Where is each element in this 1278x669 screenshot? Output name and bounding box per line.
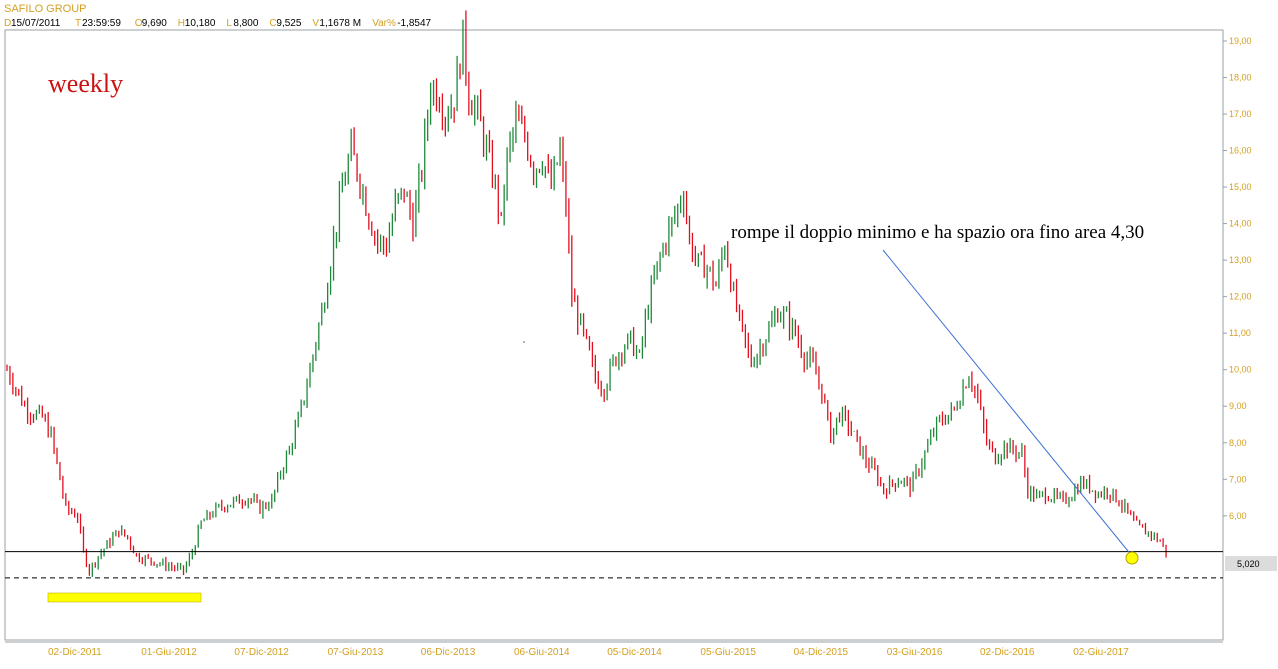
y-tick-label: 12,00 <box>1229 292 1252 302</box>
header-field-value: 9,525 <box>276 18 301 29</box>
x-tick-label: 02-Giu-2017 <box>1073 647 1129 658</box>
header-field-value: 23:59:59 <box>82 18 121 29</box>
last-price-label: 5,020 <box>1237 559 1260 569</box>
y-tick-label: 6,00 <box>1229 511 1247 521</box>
double-bottom-highlight <box>47 592 202 603</box>
x-axis-ticks: 02-Dic-2011 01-Giu-2012 07-Dic-2012 07-Giu-… <box>48 647 1129 658</box>
x-tick-label: 06-Giu-2014 <box>514 647 570 658</box>
chart-title: SAFILO GROUP <box>4 3 87 15</box>
header-field-value: 8,800 <box>233 18 258 29</box>
candles-group <box>6 10 1167 577</box>
header-field-label: L <box>226 18 232 29</box>
header-field-label: H <box>178 18 185 29</box>
plot-frame <box>4 29 1224 641</box>
header-field-value: 10,180 <box>185 18 216 29</box>
interval-label: weekly <box>48 69 123 98</box>
header-field-label: Var% <box>372 18 396 29</box>
header-field-value: 9,690 <box>142 18 167 29</box>
header-field-value: -1,8547 <box>397 18 431 29</box>
x-tick-label: 07-Dic-2012 <box>234 647 289 658</box>
x-tick-label: 01-Giu-2012 <box>141 647 197 658</box>
header-field-label: T <box>75 18 81 29</box>
header-field-label: V <box>312 18 319 29</box>
y-tick-label: 11,00 <box>1229 328 1251 338</box>
ohlc-header: D 15/07/2011 T 23:59:59 O 9,690 H 10,180 L 8,800 C… <box>4 18 432 29</box>
header-field-label: O <box>135 18 143 29</box>
x-tick-label: 07-Giu-2013 <box>328 647 384 658</box>
x-tick-label: 05-Giu-2015 <box>700 647 756 658</box>
breakout-marker <box>1125 551 1139 565</box>
y-tick-label: 8,00 <box>1229 438 1247 448</box>
y-axis-ticks: 19,00 18,00 17,00 16,00 15,00 14,00 13,00 12,00… <box>1223 36 1252 521</box>
x-tick-label: 02-Dic-2011 <box>48 647 102 658</box>
header-field-value: 1,1678 M <box>319 18 361 29</box>
y-tick-label: 7,00 <box>1229 474 1247 484</box>
x-tick-label: 04-Dic-2015 <box>794 647 849 658</box>
chart-annotation: rompe il doppio minimo e ha spazio ora f… <box>731 222 1144 243</box>
y-tick-label: 14,00 <box>1229 219 1252 229</box>
y-tick-label: 13,00 <box>1229 255 1252 265</box>
y-tick-label: 15,00 <box>1229 182 1252 192</box>
x-tick-label: 05-Dic-2014 <box>607 647 662 658</box>
y-tick-label: 18,00 <box>1229 72 1252 82</box>
x-tick-label: 02-Dic-2016 <box>980 647 1035 658</box>
y-tick-label: 19,00 <box>1229 36 1252 46</box>
y-tick-label: 16,00 <box>1229 146 1252 156</box>
header-field-label: C <box>269 18 276 29</box>
x-tick-label: 03-Giu-2016 <box>887 647 943 658</box>
last-price-tag <box>1225 556 1277 571</box>
x-tick-label: 06-Dic-2013 <box>421 647 476 658</box>
stray-dot <box>523 341 525 343</box>
header-field-value: 15/07/2011 <box>11 18 61 29</box>
y-tick-label: 17,00 <box>1229 109 1252 119</box>
annotation-trendline <box>882 249 1133 557</box>
y-tick-label: 9,00 <box>1229 401 1247 411</box>
header-field-label: D <box>4 18 11 29</box>
y-tick-label: 10,00 <box>1229 365 1252 375</box>
